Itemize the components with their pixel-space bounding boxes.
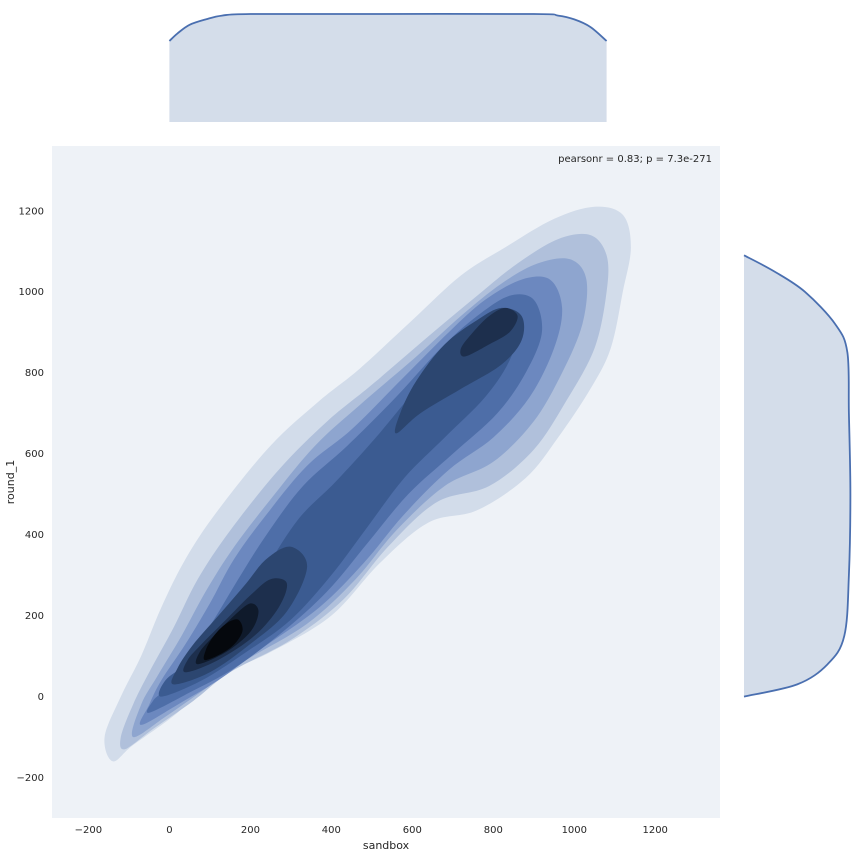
x-axis-ticks: −200 0 200 400 600 800 1000 1200 — [75, 825, 668, 836]
marginal-x-line — [168, 12, 608, 42]
y-tick-label: 800 — [25, 368, 44, 379]
marginal-x-density — [168, 12, 608, 122]
x-tick-label: 0 — [166, 825, 172, 836]
y-axis-label: round_1 — [4, 460, 17, 504]
x-tick-label: −200 — [75, 825, 102, 836]
x-tick-label: 1000 — [562, 825, 587, 836]
y-tick-label: 200 — [25, 611, 44, 622]
y-tick-label: 0 — [38, 692, 44, 703]
x-tick-label: 600 — [403, 825, 422, 836]
marginal-y-density — [743, 254, 852, 698]
contour-level-10-11 — [203, 619, 243, 661]
x-tick-label: 200 — [241, 825, 260, 836]
x-tick-label: 400 — [322, 825, 341, 836]
y-tick-label: 1000 — [19, 287, 44, 298]
marginal-y-fill — [744, 255, 851, 697]
x-tick-label: 800 — [484, 825, 503, 836]
kde-contours — [104, 206, 631, 762]
marginal-y-line — [743, 254, 852, 698]
pearson-annotation: pearsonr = 0.83; p = 7.3e-271 — [558, 154, 712, 165]
contour-level-8-9 — [460, 307, 518, 357]
y-tick-label: 400 — [25, 530, 44, 541]
x-tick-label: 1200 — [642, 825, 667, 836]
x-axis-label: sandbox — [363, 839, 410, 852]
marginal-x-fill — [169, 13, 607, 122]
y-axis-ticks: −200 0 200 400 600 800 1000 1200 — [17, 206, 44, 784]
y-tick-label: 1200 — [19, 206, 44, 217]
y-tick-label: 600 — [25, 449, 44, 460]
y-tick-label: −200 — [17, 773, 44, 784]
